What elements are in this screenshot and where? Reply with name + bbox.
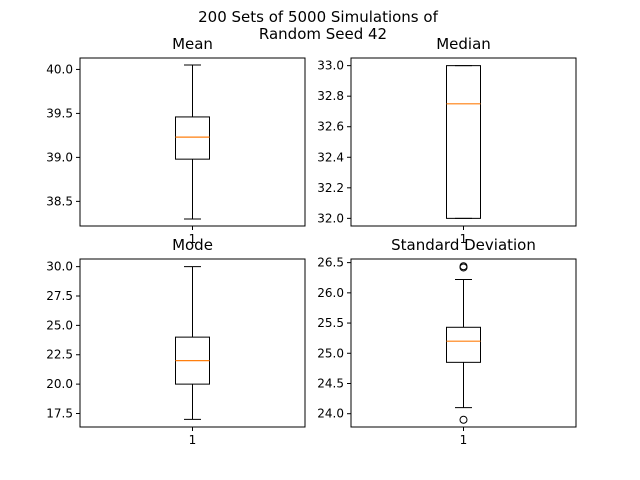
subplot-title: Standard Deviation	[391, 236, 536, 254]
y-tick-label: 25.0	[46, 318, 73, 332]
y-tick-label: 24.5	[317, 376, 344, 390]
y-tick-label: 25.5	[317, 316, 344, 330]
y-tick-label: 27.5	[46, 289, 73, 303]
y-tick-label: 40.0	[46, 62, 73, 76]
y-tick-label: 17.5	[46, 406, 73, 420]
y-tick-label: 30.0	[46, 260, 73, 274]
subplot-title: Mean	[172, 35, 213, 53]
y-tick-label: 22.5	[46, 348, 73, 362]
y-tick-label: 38.5	[46, 194, 73, 208]
y-tick-label: 39.5	[46, 106, 73, 120]
subplot-2: Median 32.0 32.2 32.4 32.6 32.8 33.0 1	[317, 35, 577, 246]
y-tick-label: 24.0	[317, 407, 344, 421]
axes-frame	[79, 258, 306, 428]
y-tick-label: 32.2	[317, 181, 344, 195]
y-tick-label: 25.0	[317, 346, 344, 360]
axes-frame	[350, 57, 577, 227]
y-tick-label: 26.0	[317, 286, 344, 300]
iqr-box	[446, 326, 481, 363]
x-tick-label: 1	[460, 433, 468, 447]
y-tick-label: 32.6	[317, 120, 344, 134]
subplot-3: Mode 17.5 20.0 22.5 25.0 27.5 30.0 1	[46, 236, 306, 447]
suptitle-line-2: Random Seed 42	[259, 25, 387, 43]
y-tick-label: 39.0	[46, 150, 73, 164]
subplot-grid: Mean 38.5 39.0 39.5 40.0 1 Median 32.0 32.2 32.4 3…	[46, 35, 577, 447]
y-tick-label: 32.8	[317, 89, 344, 103]
y-tick-label: 26.5	[317, 256, 344, 270]
x-tick-label: 1	[189, 433, 197, 447]
subplot-1: Mean 38.5 39.0 39.5 40.0 1	[46, 35, 306, 246]
y-tick-label: 33.0	[317, 59, 344, 73]
axes-frame	[79, 57, 306, 227]
subplot-4: Standard Deviation 24.0 24.5 25.0 25.5 26.0 26…	[317, 236, 577, 447]
axes-frame	[350, 258, 577, 428]
subplot-title: Median	[436, 35, 491, 53]
flier-point	[459, 262, 468, 271]
x-tick-label: 1	[189, 232, 197, 246]
y-tick-label: 32.4	[317, 150, 344, 164]
iqr-box	[446, 65, 481, 219]
y-tick-label: 32.0	[317, 211, 344, 225]
flier-point	[459, 415, 468, 424]
subplot-title: Mode	[172, 236, 213, 254]
iqr-box	[175, 116, 210, 160]
y-tick-label: 20.0	[46, 377, 73, 391]
suptitle-line-1: 200 Sets of 5000 Simulations of	[198, 8, 438, 26]
x-tick-label: 1	[460, 232, 468, 246]
